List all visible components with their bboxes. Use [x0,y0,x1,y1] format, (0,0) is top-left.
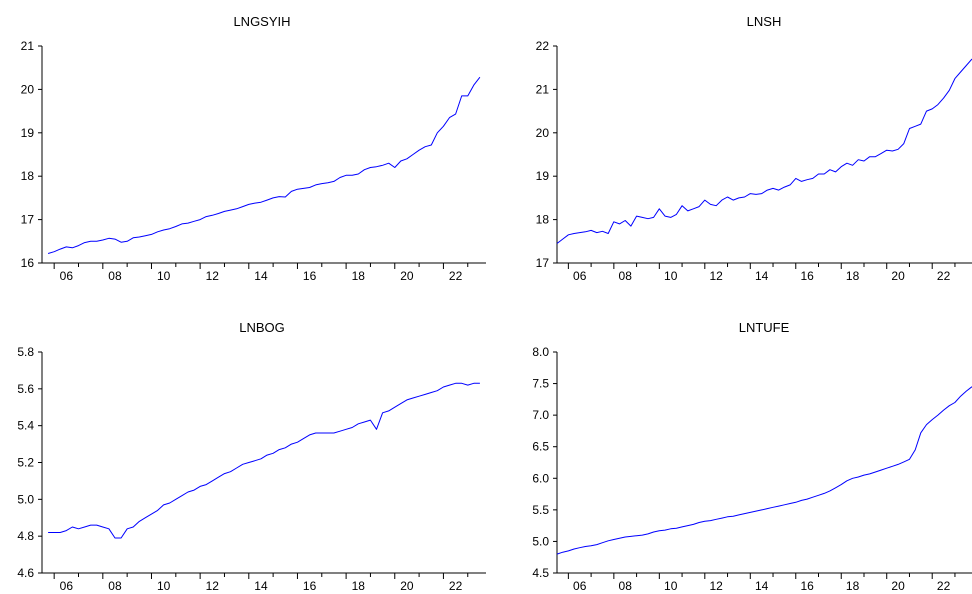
y-tick-label: 19 [21,126,35,140]
x-tick-label: 20 [400,269,414,283]
x-tick-label: 16 [800,269,814,283]
y-tick-label: 22 [536,39,550,53]
y-tick-label: 19 [536,169,550,183]
y-tick-label: 18 [536,213,550,227]
y-tick-label: 5.6 [17,382,34,396]
chart-panel-lntufe: LNTUFE 4.5 5.0 5.5 6.0 6.5 7.0 7.5 8.0 06 08 10 12 14… [532,320,972,593]
series-line [47,76,481,254]
y-tick-label: 6.0 [532,471,549,485]
y-tick-label: 17 [21,213,35,227]
x-tick-label: 18 [846,269,860,283]
y-tick-label: 5.4 [17,419,34,433]
x-tick-label: 06 [60,269,74,283]
chart-title: LNBOG [239,320,285,335]
series-line [48,382,480,539]
x-tick-label: 22 [937,579,951,593]
x-tick-label: 22 [449,579,463,593]
y-tick-label: 7.5 [532,377,549,391]
y-tick-label: 7.0 [532,408,549,422]
x-tick-label: 16 [303,269,317,283]
x-tick-label: 10 [664,269,678,283]
x-tick-label: 16 [800,579,814,593]
x-tick-label: 12 [709,269,723,283]
y-tick-label: 5.2 [17,456,34,470]
y-tick-label: 8.0 [532,345,549,359]
x-tick-label: 06 [573,269,587,283]
x-tick-label: 16 [303,579,317,593]
y-tick-label: 5.0 [17,492,34,506]
x-tick-label: 10 [664,579,678,593]
x-tick-label: 20 [891,269,905,283]
chart-panel-lnsh: LNSH 17 18 19 20 21 22 06 08 10 12 14 16 18 20 22 [536,14,972,283]
x-tick-label: 18 [352,579,366,593]
x-tick-label: 14 [254,269,268,283]
chart-title: LNTUFE [739,320,790,335]
y-tick-label: 16 [21,256,35,270]
x-tick-label: 10 [157,579,171,593]
x-tick-label: 08 [108,269,122,283]
x-tick-label: 20 [400,579,414,593]
y-tick-label: 20 [536,126,550,140]
x-tick-label: 12 [206,269,220,283]
x-tick-label: 22 [449,269,463,283]
x-tick-label: 18 [846,579,860,593]
x-tick-label: 08 [108,579,122,593]
x-tick-label: 08 [619,269,633,283]
x-tick-label: 12 [709,579,723,593]
y-tick-label: 4.6 [17,566,34,580]
chart-title: LNGSYIH [233,14,290,29]
y-tick-label: 18 [21,169,35,183]
x-tick-label: 06 [573,579,587,593]
y-tick-label: 17 [536,256,550,270]
y-tick-label: 5.5 [532,503,549,517]
y-tick-label: 21 [21,39,35,53]
series-line [556,386,972,555]
chart-panel-lnbog: LNBOG 4.6 4.8 5.0 5.2 5.4 5.6 5.8 06 08 10 12 14 16 18… [17,320,486,593]
chart-title: LNSH [747,14,782,29]
series-line [556,58,972,244]
y-tick-label: 4.8 [17,529,34,543]
y-tick-label: 5.8 [17,345,34,359]
x-tick-label: 18 [352,269,366,283]
x-tick-label: 10 [157,269,171,283]
x-tick-label: 12 [206,579,220,593]
x-tick-label: 14 [755,269,769,283]
x-tick-label: 14 [755,579,769,593]
chart-panel-lngsyih: LNGSYIH 16 17 18 19 20 21 06 08 10 12 14 16 18 20 22 [21,14,486,283]
x-tick-label: 06 [60,579,74,593]
y-tick-label: 4.5 [532,566,549,580]
x-tick-label: 14 [254,579,268,593]
y-tick-label: 6.5 [532,440,549,454]
y-tick-label: 5.0 [532,534,549,548]
y-tick-label: 20 [21,82,35,96]
x-tick-label: 22 [937,269,951,283]
x-tick-label: 08 [619,579,633,593]
y-tick-label: 21 [536,82,550,96]
x-tick-label: 20 [891,579,905,593]
